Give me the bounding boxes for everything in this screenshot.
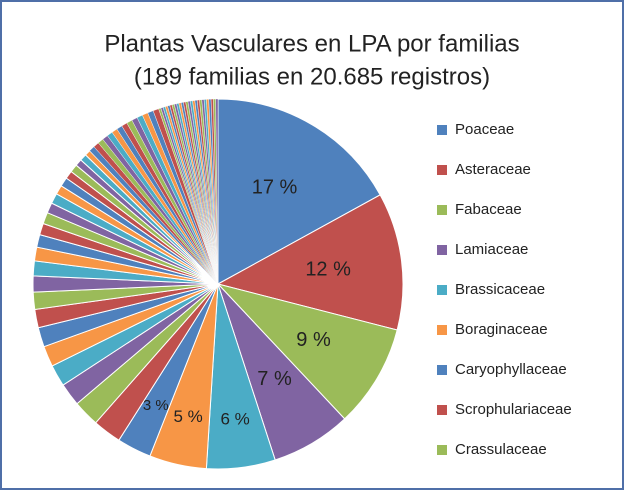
data-label: 9 % [296,329,331,351]
pie-slice [216,283,398,420]
pie-slice [216,194,404,331]
legend-label: Caryophyllaceae [455,361,567,378]
legend-swatch [437,365,447,375]
data-label: 3 % [143,397,169,414]
legend-label: Scrophulariaceae [455,401,572,418]
legend-label: Crassulaceae [455,441,547,458]
legend-swatch [437,205,447,215]
legend-swatch [437,285,447,295]
legend-swatch [437,165,447,175]
data-label: 7 % [257,368,292,390]
chart-subtitle: (189 familias en 20.685 registros) [134,63,490,90]
legend-label: Asteraceae [455,161,531,178]
legend-label: Boraginaceae [455,321,548,338]
chart-title: Plantas Vasculares en LPA por familias [104,30,519,57]
data-label: 5 % [173,407,202,426]
pie-slice [217,98,381,285]
data-label: 17 % [252,177,298,199]
legend-label: Fabaceae [455,201,522,218]
legend-label: Poaceae [455,121,514,138]
legend-label: Brassicaceae [455,281,545,298]
legend-swatch [437,245,447,255]
data-label: 12 % [305,258,351,280]
legend-swatch [437,405,447,415]
legend-swatch [437,445,447,455]
legend-swatch [437,125,447,135]
pie-slice [215,98,219,285]
legend-swatch [437,325,447,335]
legend-label: Lamiaceae [455,241,528,258]
data-label: 6 % [221,409,250,428]
